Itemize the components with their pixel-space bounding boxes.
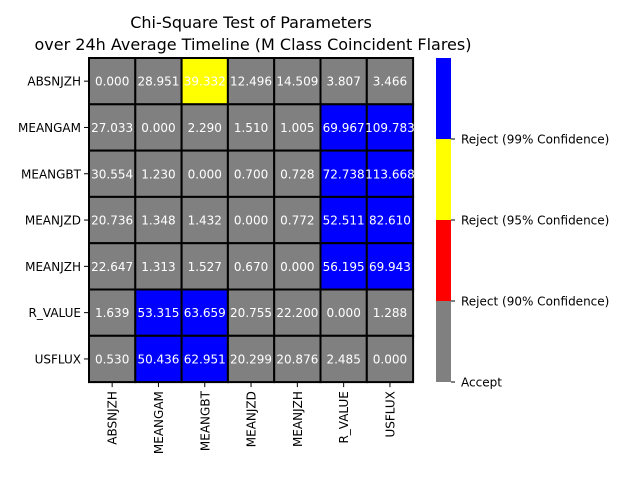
- cell-value-label: 1.348: [141, 214, 175, 228]
- row-tick-label: MEANGAM: [18, 121, 81, 135]
- cell-value-label: 0.000: [141, 121, 175, 135]
- heatmap-cell: [273, 103, 322, 152]
- cell-value-label: 30.554: [91, 167, 133, 181]
- row-tick-labels: ABSNJZH MEANGAM MEANGBT MEANJZD MEANJZH R_VAL…: [18, 75, 89, 366]
- colorbar-segment: [436, 58, 451, 139]
- cell-value-label: 3.466: [373, 75, 407, 89]
- colorbar-segment: [436, 220, 451, 301]
- cell-value-label: 62.951: [184, 352, 226, 366]
- cell-value-label: 22.647: [91, 260, 133, 274]
- heatmap-cell: [134, 288, 183, 337]
- cell-value-label: 0.670: [234, 260, 268, 274]
- cell-value-label: 1.288: [373, 306, 407, 320]
- cell-value-label: 1.527: [188, 260, 222, 274]
- cell-value-label: 109.783: [365, 121, 415, 135]
- heatmap-cell: [180, 242, 229, 291]
- cell-value-label: 28.951: [137, 75, 179, 89]
- row-tick-label: MEANJZH: [25, 260, 81, 274]
- cell-value-label: 0.700: [234, 167, 268, 181]
- colorbar-tick-label: Accept: [461, 376, 502, 390]
- heatmap-cells: 0.000 28.951 39.332 12.496 14.509 3.807 3.466 2…: [88, 57, 415, 384]
- heatmap-cell: [319, 334, 368, 384]
- cell-value-label: 69.967: [323, 121, 365, 135]
- cell-value-label: 12.496: [230, 75, 272, 89]
- row-tick-label: MEANJZD: [25, 214, 81, 228]
- heatmap-cell: [319, 57, 368, 106]
- cell-value-label: 113.668: [365, 167, 415, 181]
- heatmap-cell: [88, 242, 137, 291]
- cell-value-label: 69.943: [369, 260, 411, 274]
- column-tick-labels: ABSNJZH MEANGAM MEANGBT MEANJZD MEANJZH R_VAL…: [106, 382, 397, 454]
- cell-value-label: 52.511: [323, 214, 365, 228]
- heatmap-cell: [365, 103, 415, 152]
- cell-value-label: 1.432: [188, 214, 222, 228]
- cell-value-label: 1.230: [141, 167, 175, 181]
- cell-value-label: 1.313: [141, 260, 175, 274]
- cell-value-label: 0.000: [95, 75, 129, 89]
- row-tick-label: R_VALUE: [29, 306, 81, 320]
- column-tick-label: MEANJZD: [245, 391, 259, 447]
- column-tick-label: MEANGBT: [198, 390, 212, 451]
- cell-value-label: 50.436: [137, 352, 179, 366]
- heatmap-cell: [226, 334, 276, 384]
- cell-value-label: 0.772: [280, 214, 314, 228]
- chart-title: Chi-Square Test of Parameters: [130, 13, 372, 32]
- cell-value-label: 1.005: [280, 121, 314, 135]
- row-tick-label: ABSNJZH: [27, 75, 81, 89]
- cell-value-label: 1.639: [95, 306, 129, 320]
- column-tick-label: USFLUX: [383, 391, 397, 437]
- cell-value-label: 1.510: [234, 121, 268, 135]
- cell-value-label: 0.000: [280, 260, 314, 274]
- heatmap-cell: [365, 334, 415, 384]
- cell-value-label: 2.290: [188, 121, 222, 135]
- cell-value-label: 27.033: [91, 121, 133, 135]
- cell-value-label: 20.755: [230, 306, 272, 320]
- cell-value-label: 14.509: [276, 75, 318, 89]
- cell-value-label: 2.485: [326, 352, 360, 366]
- cell-value-label: 0.000: [373, 352, 407, 366]
- colorbar-tick-label: Reject (90% Confidence): [461, 295, 609, 309]
- heatmap-cell: [180, 334, 229, 384]
- colorbar: Accept Reject (90% Confidence) Reject (95%…: [436, 58, 609, 390]
- row-tick-label: MEANGBT: [21, 167, 82, 181]
- heatmap-cell: [180, 149, 229, 198]
- cell-value-label: 53.315: [137, 306, 179, 320]
- chart-subtitle: over 24h Average Timeline (M Class Coinc…: [35, 35, 472, 54]
- heatmap-cell: [273, 149, 322, 198]
- cell-value-label: 72.738: [323, 167, 365, 181]
- cell-value-label: 82.610: [369, 214, 411, 228]
- heatmap-cell: [319, 149, 368, 198]
- colorbar-segment: [436, 301, 451, 382]
- cell-value-label: 0.530: [95, 352, 129, 366]
- cell-value-label: 63.659: [184, 306, 226, 320]
- column-tick-label: MEANJZH: [291, 391, 305, 447]
- cell-value-label: 22.200: [276, 306, 318, 320]
- cell-value-label: 0.000: [326, 306, 360, 320]
- cell-value-label: 20.299: [230, 352, 272, 366]
- cell-value-label: 0.000: [234, 214, 268, 228]
- column-tick-label: R_VALUE: [337, 391, 351, 443]
- cell-value-label: 56.195: [323, 260, 365, 274]
- cell-value-label: 0.728: [280, 167, 314, 181]
- heatmap-cell: [134, 195, 183, 245]
- column-tick-label: MEANGAM: [152, 391, 166, 454]
- cell-value-label: 20.736: [91, 214, 133, 228]
- heatmap-cell: [88, 288, 137, 337]
- cell-value-label: 39.332: [184, 75, 226, 89]
- row-tick-label: USFLUX: [35, 352, 81, 366]
- colorbar-segment: [436, 139, 451, 220]
- column-tick-label: ABSNJZH: [106, 391, 120, 445]
- cell-value-label: 0.000: [188, 167, 222, 181]
- heatmap-cell: [134, 149, 183, 198]
- cell-value-label: 3.807: [326, 75, 360, 89]
- heatmap-cell: [88, 195, 137, 245]
- heatmap-cell: [273, 334, 322, 384]
- colorbar-tick-label: Reject (95% Confidence): [461, 214, 609, 228]
- heatmap-cell: [319, 195, 368, 245]
- cell-value-label: 20.876: [276, 352, 318, 366]
- colorbar-tick-label: Reject (99% Confidence): [461, 133, 609, 147]
- heatmap-cell: [180, 103, 229, 152]
